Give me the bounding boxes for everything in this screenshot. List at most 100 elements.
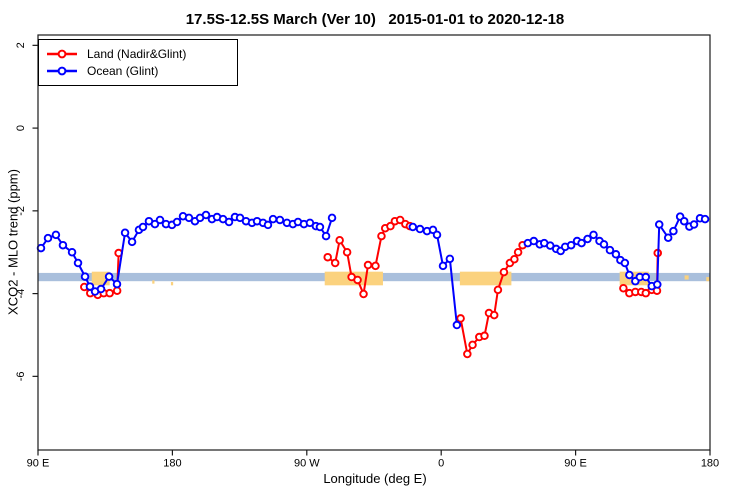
ocean-series-point xyxy=(415,224,425,234)
ocean-series-point xyxy=(172,217,182,227)
land-series-point xyxy=(468,340,477,350)
y-tick-label: -4 xyxy=(15,289,27,299)
land-series-point xyxy=(513,247,523,257)
ocean-series-point xyxy=(51,230,61,240)
ocean-series-point xyxy=(566,240,576,250)
ocean-series-point xyxy=(545,241,555,250)
ocean-series-point xyxy=(275,215,285,225)
ocean-series-point xyxy=(654,220,664,229)
ocean-series-point xyxy=(268,214,278,224)
ocean-series-point xyxy=(58,240,68,250)
ocean-series-point xyxy=(85,282,95,291)
highlight-band-orange-3 xyxy=(459,271,512,286)
plot-border xyxy=(37,34,711,451)
land-series-point xyxy=(323,252,332,262)
ocean-series-point xyxy=(452,320,462,330)
orange-speck-4 xyxy=(706,277,710,282)
ocean-series-swatch-icon xyxy=(47,66,77,75)
land-series-point xyxy=(330,258,340,268)
ocean-series-point xyxy=(663,233,673,242)
ocean-series-point xyxy=(305,218,315,228)
land-series-point xyxy=(335,235,344,245)
land-series-point xyxy=(386,221,395,231)
ocean-series-point xyxy=(679,216,689,226)
ocean-series-point xyxy=(529,236,539,246)
ocean-series-point xyxy=(589,230,598,240)
legend: Land (Nadir&Glint) Ocean (Glint) xyxy=(38,39,238,86)
ocean-series-point xyxy=(184,213,194,223)
land-series-point xyxy=(489,310,499,320)
ocean-series-point xyxy=(653,280,662,289)
ocean-series-point xyxy=(583,234,592,244)
ocean-series-point xyxy=(120,228,130,238)
land-series-point xyxy=(499,267,509,277)
legend-item-land: Land (Nadir&Glint) xyxy=(46,45,237,62)
land-series-point xyxy=(363,260,373,270)
land-series-point xyxy=(377,231,386,241)
orange-speck-2 xyxy=(170,282,174,286)
legend-label-ocean: Ocean (Glint) xyxy=(87,63,159,78)
y-tick-label: -2 xyxy=(15,206,27,216)
ocean-series-point xyxy=(577,238,586,248)
land-series-point xyxy=(641,288,651,298)
ocean-series-point xyxy=(327,213,337,223)
ocean-series-point xyxy=(445,254,455,264)
x-axis-label: Longitude (deg E) xyxy=(323,471,427,486)
x-tick-label: 90 E xyxy=(564,458,587,470)
ocean-series-point xyxy=(112,279,122,289)
land-series-point xyxy=(493,285,503,295)
land-series-point xyxy=(480,331,489,341)
y-tick-label: 0 xyxy=(15,125,27,131)
legend-item-ocean: Ocean (Glint) xyxy=(46,62,237,79)
orange-speck-3 xyxy=(684,275,689,280)
ocean-series-point xyxy=(138,222,148,232)
orange-speck-1 xyxy=(152,280,155,284)
ocean-series-point xyxy=(605,245,615,255)
ocean-series-point xyxy=(73,258,83,268)
land-series-point xyxy=(510,255,519,264)
ocean-series-point xyxy=(201,210,211,220)
ocean-series-point xyxy=(36,243,46,253)
legend-label-land: Land (Nadir&Glint) xyxy=(87,46,187,61)
ocean-series-point xyxy=(689,220,699,229)
ocean-series-point xyxy=(263,220,273,230)
ocean-series-point xyxy=(155,215,165,225)
x-tick-label: 90 E xyxy=(27,458,50,470)
ocean-series-point xyxy=(620,258,630,268)
ocean-series-point xyxy=(408,222,418,232)
land-series-point xyxy=(105,288,114,298)
ocean-series-point xyxy=(80,272,90,281)
ocean-series-point xyxy=(611,250,621,259)
ocean-series-point xyxy=(104,272,114,281)
land-series xyxy=(80,215,662,359)
ocean-series-point xyxy=(315,222,325,232)
land-series-point xyxy=(371,261,380,271)
ocean-series-point xyxy=(432,230,442,240)
land-series-point xyxy=(359,289,368,299)
ocean-series-point xyxy=(127,237,137,247)
y-axis-label: XCO2 - MLO trend (ppm) xyxy=(5,169,21,315)
ocean-series-point xyxy=(67,247,77,257)
land-series-point xyxy=(463,349,472,359)
land-series-point xyxy=(456,314,465,323)
x-tick-label: 0 xyxy=(438,458,444,470)
ocean-series-point xyxy=(438,261,448,271)
land-series-point xyxy=(395,215,405,225)
land-series-point xyxy=(112,286,122,295)
ocean-series-point xyxy=(599,240,609,249)
land-series-point xyxy=(353,275,362,285)
ocean-series-point xyxy=(43,233,53,243)
x-tick-label: 90 W xyxy=(294,458,320,470)
x-tick-label: 180 xyxy=(163,458,181,470)
land-series-swatch-icon xyxy=(47,49,77,58)
ocean-series-point xyxy=(224,217,234,227)
y-tick-label: 2 xyxy=(15,42,27,48)
ocean-series-point xyxy=(96,284,106,294)
ocean-series-point xyxy=(625,270,634,280)
ocean-series-point xyxy=(321,231,331,241)
land-series-point xyxy=(619,283,628,293)
y-tick-label: -6 xyxy=(15,371,27,381)
x-tick-label: 180 xyxy=(701,458,719,470)
